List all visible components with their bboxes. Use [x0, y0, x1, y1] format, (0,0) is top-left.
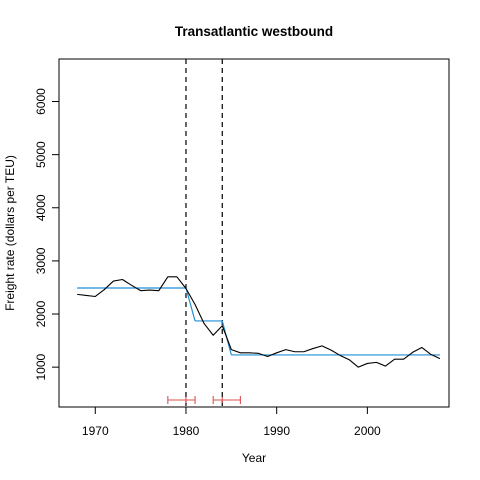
freight-rate-line [77, 276, 441, 368]
y-tick-label: 3000 [34, 247, 48, 274]
y-axis-label: Freight rate (dollars per TEU) [3, 155, 17, 311]
confidence-intervals [167, 396, 241, 404]
x-axis-label: Year [242, 451, 266, 465]
x-axis: 1970 1980 1990 2000 [82, 406, 381, 438]
y-tick-label: 1000 [34, 353, 48, 380]
x-tick-label: 1980 [173, 424, 200, 438]
freight-rate-series [77, 276, 441, 368]
fitted-segment [185, 287, 196, 322]
breakpoint-lines [185, 59, 223, 407]
y-tick-label: 4000 [34, 194, 48, 221]
x-tick-label: 1970 [82, 424, 109, 438]
fitted-segments [77, 287, 440, 356]
x-tick-label: 1990 [263, 424, 290, 438]
chart-title: Transatlantic westbound [175, 24, 333, 39]
y-axis: 1000 2000 3000 4000 5000 6000 [34, 88, 60, 381]
x-tick-label: 2000 [354, 424, 381, 438]
y-tick-label: 6000 [34, 88, 48, 115]
y-tick-label: 2000 [34, 300, 48, 327]
y-tick-label: 5000 [34, 141, 48, 168]
